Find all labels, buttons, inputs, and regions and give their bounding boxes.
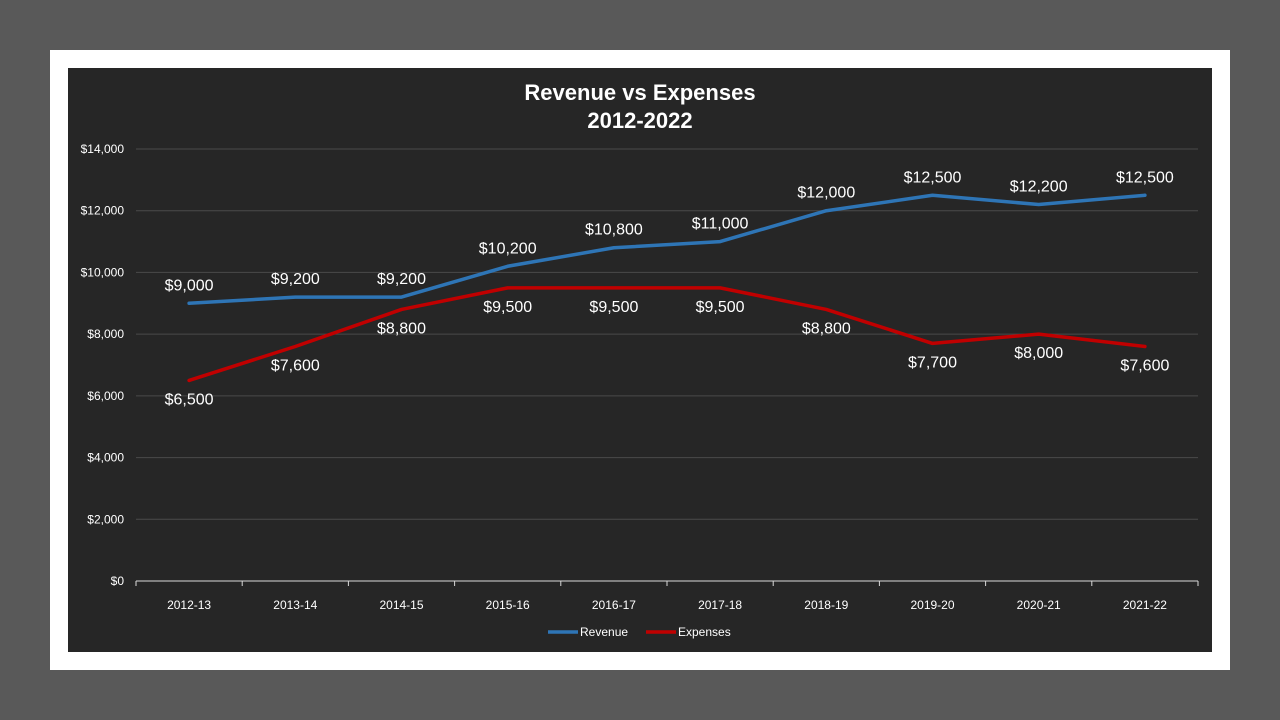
x-tick-label: 2018-19 — [804, 598, 848, 612]
y-tick-label: $14,000 — [81, 142, 125, 156]
data-label-revenue: $10,800 — [585, 222, 643, 239]
data-label-revenue: $9,000 — [165, 277, 214, 294]
line-chart: Revenue vs Expenses 2012-2022 $0 $2,000 $4… — [81, 80, 1199, 639]
data-label-expenses: $8,800 — [802, 320, 851, 337]
data-label-revenue: $9,200 — [377, 271, 426, 288]
chart-area: Revenue vs Expenses 2012-2022 $0 $2,000 $4… — [68, 68, 1212, 652]
data-label-revenue: $11,000 — [692, 216, 749, 233]
x-tick-label: 2014-15 — [379, 598, 423, 612]
y-tick-label: $6,000 — [87, 389, 124, 403]
chart-subtitle: 2012-2022 — [587, 108, 692, 133]
x-tick-label: 2013-14 — [273, 598, 317, 612]
x-tick-label: 2020-21 — [1017, 598, 1061, 612]
y-tick-label: $2,000 — [87, 512, 124, 526]
data-label-revenue: $12,500 — [904, 169, 962, 186]
data-label-expenses: $9,500 — [483, 299, 532, 316]
y-tick-label: $10,000 — [81, 265, 125, 279]
data-label-expenses: $7,600 — [271, 357, 320, 374]
gridlines — [136, 148, 1198, 520]
x-tick-label: 2017-18 — [698, 598, 742, 612]
series-lines — [187, 193, 1147, 383]
data-label-expenses: $9,500 — [589, 299, 638, 316]
y-tick-label: $4,000 — [87, 451, 124, 465]
x-tick-label: 2019-20 — [910, 598, 954, 612]
x-axis: 2012-13 2013-14 2014-15 2015-16 2016-17 2017-… — [135, 580, 1199, 612]
data-labels: $9,000 $6,500 $9,200 $7,600 $9,200 $8,800 $10,… — [165, 169, 1174, 408]
x-tick-label: 2016-17 — [592, 598, 636, 612]
y-axis: $0 $2,000 $4,000 $6,000 $8,000 $10,000 $12,000… — [81, 142, 125, 588]
data-label-expenses: $6,500 — [165, 391, 214, 408]
series-line-revenue — [187, 193, 1147, 306]
x-tick-label: 2012-13 — [167, 598, 211, 612]
y-tick-label: $0 — [111, 574, 125, 588]
data-label-expenses: $7,700 — [908, 354, 957, 371]
y-tick-label: $12,000 — [81, 204, 125, 218]
data-label-revenue: $12,200 — [1010, 179, 1068, 196]
chart-title: Revenue vs Expenses — [524, 80, 755, 105]
series-line-expenses — [187, 286, 1147, 383]
data-label-revenue: $9,200 — [271, 271, 320, 288]
legend: Revenue Expenses — [548, 625, 731, 639]
legend-label-expenses: Expenses — [678, 625, 731, 639]
chart-frame: Revenue vs Expenses 2012-2022 $0 $2,000 $4… — [50, 50, 1230, 670]
x-tick-label: 2015-16 — [486, 598, 530, 612]
x-tick-label: 2021-22 — [1123, 598, 1167, 612]
data-label-expenses: $7,600 — [1120, 357, 1169, 374]
data-label-expenses: $8,800 — [377, 320, 426, 337]
y-tick-label: $8,000 — [87, 327, 124, 341]
data-label-revenue: $10,200 — [479, 240, 537, 257]
legend-label-revenue: Revenue — [580, 625, 628, 639]
data-label-revenue: $12,000 — [797, 185, 855, 202]
data-label-revenue: $12,500 — [1116, 169, 1174, 186]
data-label-expenses: $9,500 — [696, 299, 745, 316]
data-label-expenses: $8,000 — [1014, 345, 1063, 362]
